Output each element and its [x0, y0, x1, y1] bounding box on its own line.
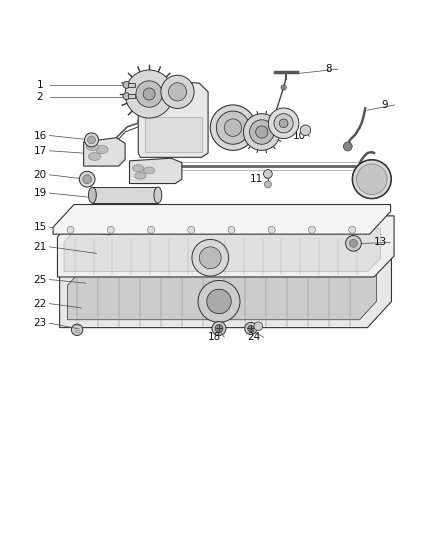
Circle shape	[199, 247, 221, 269]
Circle shape	[250, 120, 274, 144]
Ellipse shape	[88, 152, 101, 160]
Circle shape	[245, 322, 257, 335]
Polygon shape	[84, 138, 125, 166]
Circle shape	[279, 119, 288, 128]
Circle shape	[224, 119, 242, 136]
Polygon shape	[57, 216, 394, 277]
Circle shape	[88, 136, 95, 144]
Text: 19: 19	[33, 188, 46, 198]
Circle shape	[228, 227, 235, 233]
Polygon shape	[60, 251, 392, 328]
Text: 5: 5	[229, 135, 235, 145]
Circle shape	[123, 82, 130, 88]
Circle shape	[349, 227, 356, 233]
Ellipse shape	[88, 187, 96, 203]
Circle shape	[198, 280, 240, 322]
Ellipse shape	[86, 142, 99, 150]
Circle shape	[350, 239, 357, 247]
Text: 1: 1	[37, 80, 43, 90]
Text: 20: 20	[33, 170, 46, 180]
Circle shape	[67, 227, 74, 233]
Ellipse shape	[133, 165, 144, 172]
Text: 8: 8	[325, 64, 332, 74]
Circle shape	[168, 83, 187, 101]
Circle shape	[143, 88, 155, 100]
Circle shape	[244, 114, 280, 150]
Text: 16: 16	[33, 131, 46, 141]
Circle shape	[136, 81, 162, 107]
Polygon shape	[128, 94, 135, 98]
Circle shape	[300, 125, 311, 135]
Polygon shape	[138, 81, 208, 157]
Circle shape	[248, 326, 254, 332]
Circle shape	[346, 236, 361, 251]
Circle shape	[161, 75, 194, 108]
Text: 25: 25	[33, 274, 46, 285]
Text: 6: 6	[251, 140, 257, 150]
Circle shape	[265, 181, 272, 188]
Circle shape	[148, 227, 155, 233]
Circle shape	[71, 324, 83, 335]
Text: 21: 21	[33, 242, 46, 252]
Circle shape	[215, 325, 223, 333]
Text: 23: 23	[33, 318, 46, 328]
Circle shape	[352, 159, 392, 199]
Text: 17: 17	[33, 146, 46, 156]
Circle shape	[357, 164, 387, 195]
Circle shape	[192, 239, 229, 276]
Polygon shape	[64, 229, 381, 272]
Polygon shape	[130, 158, 182, 183]
Ellipse shape	[154, 187, 162, 203]
Circle shape	[268, 227, 275, 233]
Circle shape	[216, 111, 250, 144]
Ellipse shape	[96, 146, 108, 154]
Polygon shape	[92, 187, 158, 203]
Polygon shape	[67, 267, 376, 320]
Circle shape	[85, 133, 99, 147]
Ellipse shape	[144, 167, 155, 174]
Text: 2: 2	[37, 92, 43, 102]
Circle shape	[188, 227, 195, 233]
Polygon shape	[128, 83, 135, 87]
Text: 7: 7	[270, 132, 277, 141]
Circle shape	[343, 142, 352, 151]
Circle shape	[264, 169, 272, 179]
Text: 13: 13	[374, 238, 387, 247]
Text: 15: 15	[33, 222, 46, 232]
Circle shape	[83, 175, 92, 183]
Text: 11: 11	[250, 174, 263, 184]
Text: 22: 22	[33, 298, 46, 309]
Circle shape	[274, 114, 293, 133]
Bar	[145, 117, 201, 152]
Text: 14: 14	[134, 187, 147, 197]
Text: 9: 9	[381, 100, 388, 110]
Ellipse shape	[135, 172, 146, 179]
Circle shape	[268, 108, 299, 139]
Circle shape	[123, 93, 130, 100]
Circle shape	[256, 126, 268, 138]
Text: 10: 10	[293, 132, 306, 141]
Text: 12: 12	[370, 174, 383, 184]
Circle shape	[79, 171, 95, 187]
Circle shape	[212, 321, 226, 335]
Circle shape	[308, 227, 315, 233]
Circle shape	[107, 227, 114, 233]
Circle shape	[254, 322, 263, 330]
Circle shape	[281, 85, 286, 90]
Circle shape	[125, 70, 173, 118]
Text: 18: 18	[208, 332, 221, 342]
Circle shape	[207, 289, 231, 313]
Text: 24: 24	[247, 332, 261, 342]
Text: 4: 4	[148, 165, 155, 175]
Polygon shape	[53, 205, 391, 234]
Circle shape	[210, 105, 256, 150]
